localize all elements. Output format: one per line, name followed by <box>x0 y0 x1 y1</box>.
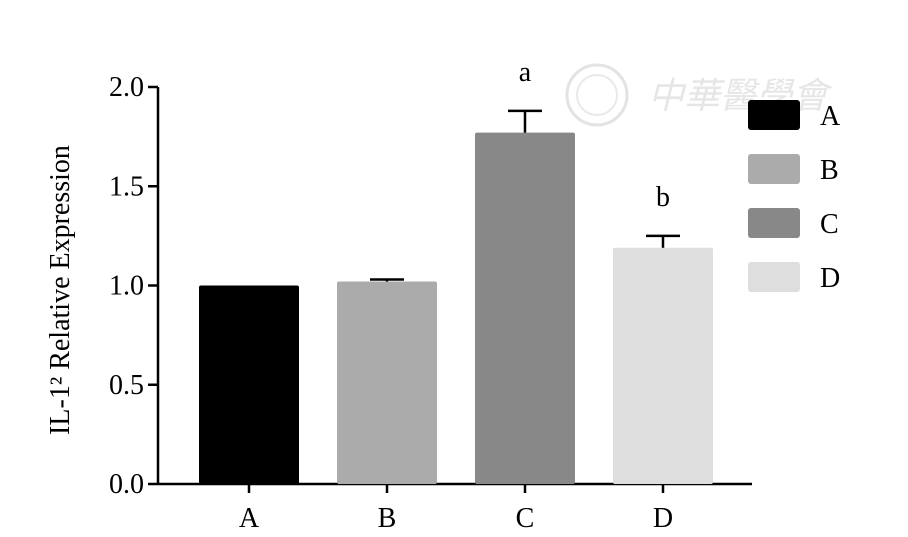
y-tick-label: 0.5 <box>109 370 144 401</box>
watermark: 中華醫學會 <box>565 63 833 127</box>
y-tick-label: 2.0 <box>109 72 144 103</box>
x-tick-labels: A B C D <box>239 484 673 534</box>
y-ticks: 0.0 0.5 1.0 1.5 2.0 <box>109 72 158 500</box>
y-tick-label: 1.0 <box>109 271 144 302</box>
bar-a <box>199 285 299 484</box>
legend-swatch-c <box>748 208 800 238</box>
legend-swatch-b <box>748 154 800 184</box>
x-tick-label: C <box>516 503 535 534</box>
bar-b <box>337 281 437 484</box>
x-tick-label: A <box>239 503 260 534</box>
x-tick-label: B <box>378 503 397 534</box>
legend-label-d: D <box>820 263 840 294</box>
y-tick-label: 0.0 <box>109 469 144 500</box>
legend-label-b: B <box>820 155 839 186</box>
x-tick-label: D <box>653 503 673 534</box>
significance-label-d: b <box>656 182 670 213</box>
watermark-text: 中華醫學會 <box>648 76 833 117</box>
bar-d <box>613 247 713 484</box>
legend-label-a: A <box>820 101 841 132</box>
legend-label-c: C <box>820 209 839 240</box>
significance-label-c: a <box>519 57 532 88</box>
bar-c <box>475 132 575 484</box>
legend-swatch-a <box>748 100 800 130</box>
y-tick-label: 1.5 <box>109 171 144 202</box>
bars: ab <box>199 57 713 484</box>
watermark-seal-icon <box>565 63 629 127</box>
legend-swatch-d <box>748 262 800 292</box>
y-axis-label: IL-1² Relative Expression <box>45 145 76 435</box>
